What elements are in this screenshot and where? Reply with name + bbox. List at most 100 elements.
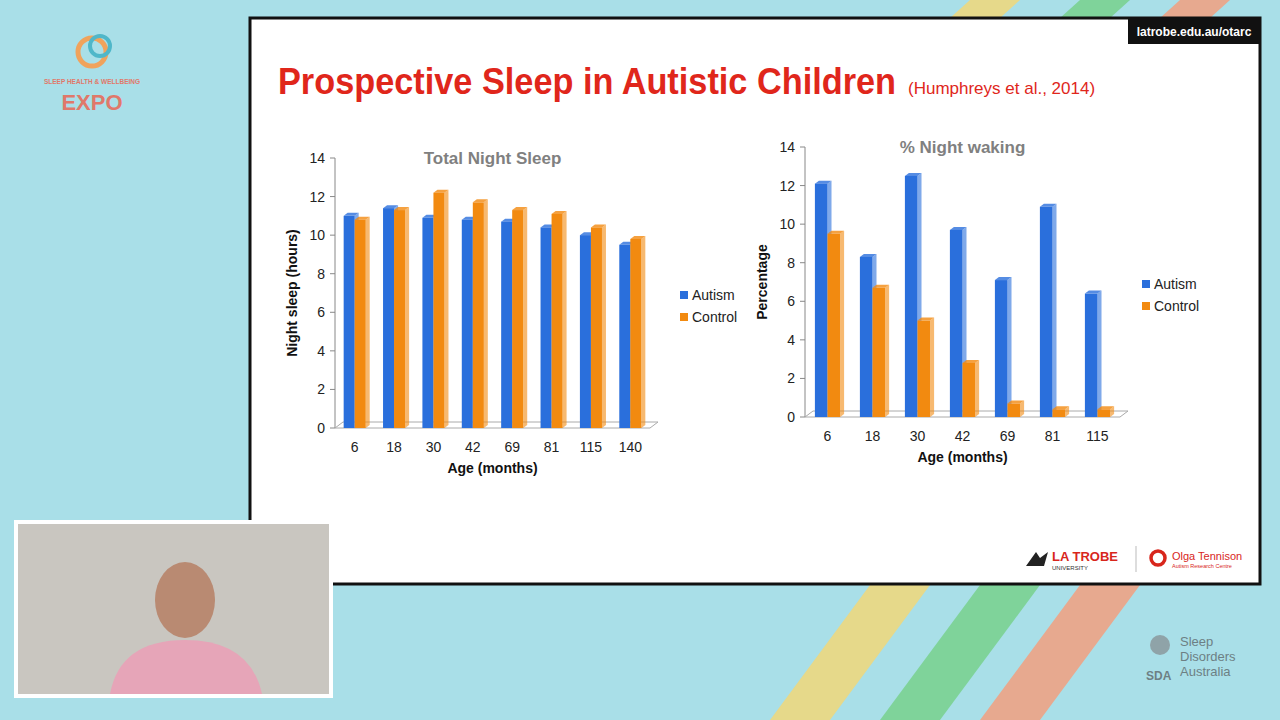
university: LA TROBE [1052, 549, 1118, 564]
bar-face [1040, 207, 1053, 417]
bar [630, 236, 645, 428]
bar [591, 224, 606, 428]
bar-top [355, 217, 370, 220]
x-tick-label: 30 [910, 428, 926, 444]
bar [1053, 406, 1070, 417]
bar [552, 211, 567, 428]
bar-top [963, 360, 980, 363]
bar-top [473, 199, 488, 202]
y-tick [330, 235, 335, 236]
bar-side [523, 207, 527, 428]
bar [963, 360, 980, 417]
bar-top [1085, 291, 1102, 294]
bar-face [383, 208, 394, 428]
bar-top [828, 231, 845, 234]
bar-top [905, 173, 922, 176]
bar-top [1098, 406, 1115, 409]
bar [355, 217, 370, 428]
legend-label: Control [1154, 298, 1199, 314]
bar-face [501, 222, 512, 428]
bar [873, 285, 890, 417]
y-tick-label: 4 [787, 332, 795, 348]
slide [250, 18, 1260, 584]
centre-icon [1151, 551, 1165, 565]
sda-name: Australia [1180, 664, 1231, 679]
legend-label: Autism [692, 287, 735, 303]
bar-face [950, 230, 963, 417]
bar-face [1053, 409, 1066, 417]
y-tick-label: 2 [787, 370, 795, 386]
y-tick-label: 6 [317, 304, 325, 320]
y-tick [800, 301, 805, 302]
bar-face [963, 363, 976, 417]
y-tick [330, 312, 335, 313]
bar-top [918, 318, 935, 321]
x-tick-label: 42 [465, 439, 481, 455]
y-tick-label: 8 [317, 266, 325, 282]
bar-top [383, 205, 398, 208]
y-tick [800, 185, 805, 186]
y-axis-title: Percentage [754, 244, 770, 320]
bar [1098, 406, 1115, 417]
bar-top [394, 207, 409, 210]
bar-face [552, 214, 563, 428]
sda-name: Sleep [1180, 634, 1213, 649]
bar-side [641, 236, 645, 428]
bar-side [840, 231, 844, 417]
bar-face [473, 202, 484, 428]
bar-face [512, 210, 523, 428]
bar [828, 231, 845, 417]
y-tick-label: 10 [309, 227, 325, 243]
bar-side [405, 207, 409, 428]
bar-top [344, 213, 359, 216]
bar-face [344, 216, 355, 428]
bar-side [602, 224, 606, 428]
bar-top [433, 190, 448, 193]
bar-face [619, 245, 630, 428]
bar [995, 277, 1012, 417]
y-tick-label: 4 [317, 343, 325, 359]
bar-face [905, 176, 918, 417]
bar-face [462, 220, 473, 428]
page: SLEEP HEALTH & WELLBEINGEXPOlatrobe.edu.… [0, 0, 1280, 720]
bar-top [995, 277, 1012, 280]
bar [512, 207, 527, 428]
x-tick-label: 115 [1086, 428, 1109, 444]
bar-face [815, 184, 828, 417]
bar-face [1008, 404, 1021, 418]
bar-face [580, 235, 591, 428]
divider [1136, 546, 1137, 572]
x-tick-label: 69 [1000, 428, 1016, 444]
legend-label: Autism [1154, 276, 1197, 292]
y-tick-label: 8 [787, 255, 795, 271]
y-tick [330, 350, 335, 351]
x-axis-title: Age (months) [917, 449, 1007, 465]
x-tick-label: 81 [544, 439, 560, 455]
bar [1040, 204, 1057, 417]
bars [344, 190, 646, 428]
bar-face [995, 280, 1008, 417]
y-tick [800, 147, 805, 148]
expo-text: SLEEP HEALTH & WELLBEING [44, 78, 140, 85]
bars [815, 173, 1114, 417]
sda: SDA [1146, 669, 1172, 683]
x-tick-label: 6 [351, 439, 359, 455]
background [0, 0, 1280, 720]
stripe [980, 585, 1140, 720]
legend-swatch [1142, 280, 1150, 288]
bar-face [591, 227, 602, 428]
bar-side [366, 217, 370, 428]
legend-swatch [680, 291, 688, 299]
chart: % Night waking0246810121461830426981115A… [754, 138, 1199, 465]
y-tick [330, 389, 335, 390]
speaker [155, 562, 215, 638]
bar-side [1053, 204, 1057, 417]
x-tick-label: 115 [580, 439, 603, 455]
y-tick-label: 6 [787, 293, 795, 309]
chart-title: % Night waking [900, 138, 1026, 157]
bar-face [433, 193, 444, 428]
y-tick [330, 273, 335, 274]
bar [1085, 291, 1102, 417]
y-tick [800, 262, 805, 263]
expo-text: EXPO [61, 90, 122, 115]
